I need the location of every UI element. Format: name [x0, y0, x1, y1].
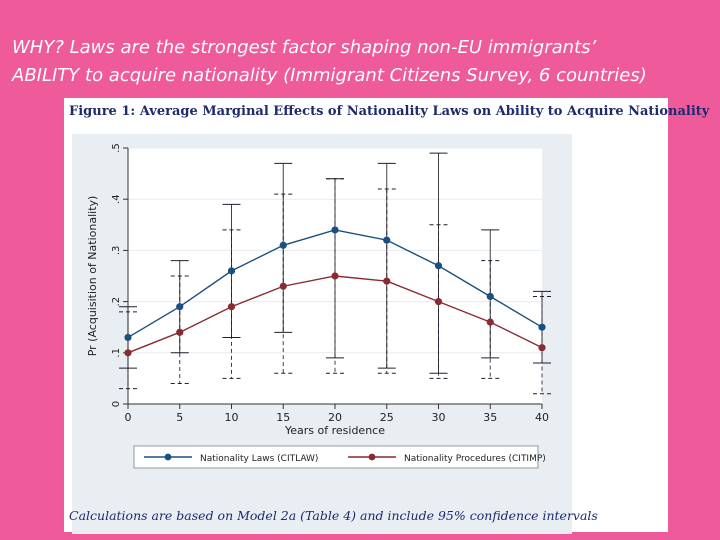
data-point — [486, 292, 494, 301]
data-point — [486, 318, 494, 326]
y-tick-label: .1 — [111, 348, 122, 358]
x-tick-label: 40 — [535, 411, 549, 424]
x-tick-label: 30 — [432, 411, 446, 424]
data-point — [227, 303, 236, 311]
y-tick-label: .3 — [111, 246, 122, 256]
data-point — [176, 328, 184, 336]
slide-title-line-1: WHY? Laws are the strongest factor shapi… — [12, 37, 597, 58]
y-tick-label: .5 — [111, 143, 122, 153]
x-tick-label: 35 — [483, 411, 497, 424]
data-point — [538, 344, 546, 352]
legend-label: Nationality Laws (CITLAW) — [200, 454, 318, 464]
data-point — [331, 226, 339, 234]
data-point — [227, 267, 236, 275]
data-point — [434, 262, 443, 270]
data-point — [279, 241, 287, 249]
x-tick-label: 15 — [276, 411, 290, 424]
legend-marker — [164, 453, 172, 461]
legend-label: Nationality Procedures (CITIMP) — [404, 454, 546, 464]
x-tick-label: 25 — [380, 411, 394, 424]
data-point — [383, 236, 391, 244]
figure-title: Figure 1: Average Marginal Effects of Na… — [69, 104, 710, 119]
y-axis-title: Pr (Acquisition of Nationality) — [86, 196, 99, 357]
y-tick-label: 0 — [111, 401, 122, 407]
data-point — [538, 323, 546, 331]
chart-area: 0 .1 .2 .3 .4 .5 0 5 10 15 20 25 30 35 40 Years of resi… — [72, 134, 572, 534]
x-tick-label: 0 — [125, 411, 132, 424]
x-tick-label: 10 — [225, 411, 239, 424]
y-tick-label: .2 — [111, 297, 122, 307]
slide-title: WHY? Laws are the strongest factor shapi… — [12, 34, 712, 90]
legend-box — [133, 445, 539, 469]
data-point — [124, 333, 132, 342]
x-axis-title: Years of residence — [284, 424, 385, 437]
x-tick-label: 20 — [328, 411, 342, 424]
figure-caption: Calculations are based on Model 2a (Tabl… — [69, 508, 598, 523]
x-tick-label: 5 — [176, 411, 183, 424]
data-point — [279, 282, 287, 290]
figure-panel: Figure 1: Average Marginal Effects of Na… — [64, 98, 709, 534]
chart-svg: 0 .1 .2 .3 .4 .5 0 5 10 15 20 25 30 35 40 Years of resi… — [86, 143, 551, 469]
y-tick-label: .4 — [111, 194, 122, 204]
slide-title-line-2: ABILITY to acquire nationality (Immigran… — [12, 65, 647, 86]
data-point — [434, 298, 443, 306]
data-point — [176, 303, 184, 311]
data-point — [383, 277, 391, 285]
data-point — [331, 272, 339, 280]
data-point — [124, 349, 132, 357]
legend-marker — [368, 453, 376, 461]
